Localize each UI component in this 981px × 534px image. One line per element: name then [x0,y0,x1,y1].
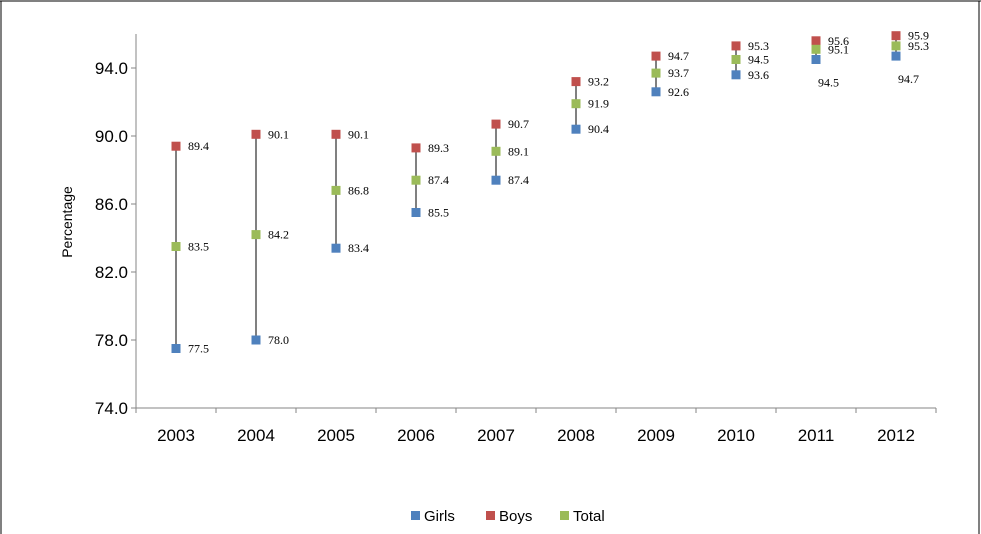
total-data-label: 93.7 [668,66,689,80]
total-marker [251,230,261,240]
total-data-label: 84.2 [268,228,289,242]
boys-marker [411,143,421,153]
y-tick-label: 94.0 [95,59,128,78]
x-tick-label: 2008 [557,426,595,445]
girls-marker [571,124,581,134]
y-tick-label: 74.0 [95,399,128,418]
girls-data-label: 77.5 [188,342,209,356]
legend: Girls Boys Total [411,508,605,525]
legend-label-total: Total [573,508,605,525]
girls-data-label: 94.7 [898,72,919,86]
boys-data-label: 89.3 [428,141,449,155]
total-marker [731,55,741,64]
x-tick-label: 2012 [877,426,915,445]
y-axis-title: Percentage [59,186,75,258]
girls-marker [651,87,661,97]
total-data-label: 87.4 [428,173,449,187]
girls-data-label: 93.6 [748,68,769,82]
girls-data-label: 94.5 [818,76,839,90]
x-tick-label: 2009 [637,426,675,445]
total-marker [811,44,821,54]
boys-marker [331,129,341,139]
x-tick-label: 2003 [157,426,195,445]
y-tick-label: 90.0 [95,127,128,146]
boys-data-label: 90.1 [348,127,369,141]
total-data-label: 94.5 [748,53,769,67]
y-tick-label: 82.0 [95,263,128,282]
girls-marker [251,335,261,345]
total-data-label: 95.3 [908,39,929,53]
legend-swatch-boys [486,511,495,520]
total-marker [651,68,661,78]
boys-marker [651,51,661,61]
boys-data-label: 93.2 [588,75,609,89]
x-tick-label: 2004 [237,426,275,445]
boys-data-label: 89.4 [188,139,209,153]
boys-marker [491,119,501,129]
legend-swatch-total [560,511,569,520]
legend-label-girls: Girls [424,508,455,525]
x-tick-label: 2007 [477,426,515,445]
x-tick-label: 2005 [317,426,355,445]
girls-marker [891,51,901,61]
total-data-label: 89.1 [508,144,529,158]
girls-data-label: 90.4 [588,122,609,136]
boys-marker [251,129,261,139]
total-marker [171,242,181,251]
boys-marker [891,31,901,41]
girls-marker [491,175,501,185]
x-tick-label: 2011 [798,426,835,445]
total-marker [411,175,421,185]
boys-marker [811,36,821,46]
boys-marker [571,77,581,87]
total-data-label: 95.1 [828,42,849,56]
girls-marker [731,70,741,80]
boys-data-label: 95.9 [908,29,929,43]
boys-marker [731,41,741,51]
y-tick-label: 86.0 [95,195,128,214]
total-data-label: 83.5 [188,240,209,254]
boys-data-label: 95.3 [748,39,769,53]
x-tick-label: 2006 [397,426,435,445]
legend-swatch-girls [411,511,420,520]
y-tick-label: 78.0 [95,331,128,350]
girls-marker [171,344,181,353]
girls-data-label: 87.4 [508,173,529,187]
legend-label-boys: Boys [499,508,532,525]
girls-data-label: 83.4 [348,241,369,255]
boys-data-label: 95.6 [828,34,849,48]
girls-marker [411,208,421,217]
girls-data-label: 85.5 [428,206,449,220]
total-marker [891,41,901,51]
total-marker [571,99,581,109]
boys-data-label: 90.7 [508,117,529,131]
total-marker [491,146,501,156]
girls-marker [331,243,341,253]
total-data-label: 91.9 [588,97,609,111]
plot-layer: 74.0 78.0 82.0 86.0 90.0 94.0 2003 2004 2005 2006… [95,29,937,445]
boys-data-label: 94.7 [668,49,689,63]
total-data-label: 86.8 [348,183,369,197]
total-marker [331,185,341,195]
girls-marker [811,55,821,64]
boys-marker [171,141,181,151]
girls-data-label: 78.0 [268,333,289,347]
girls-data-label: 92.6 [668,85,689,99]
boys-data-label: 90.1 [268,127,289,141]
x-tick-label: 2010 [717,426,755,445]
